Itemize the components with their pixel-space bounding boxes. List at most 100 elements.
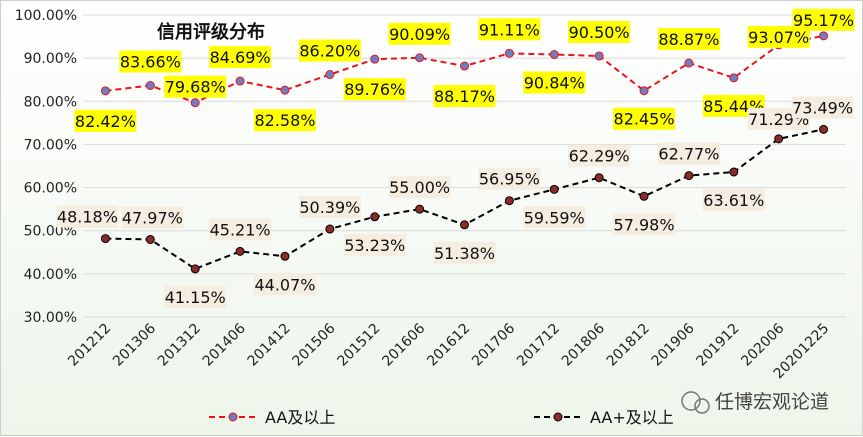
y-tick-label: 40.00% <box>24 267 77 283</box>
y-tick-label: 30.00% <box>24 310 77 326</box>
data-label: 90.84% <box>524 74 585 93</box>
data-label: 59.59% <box>524 208 585 227</box>
data-label: 56.95% <box>479 170 540 189</box>
x-tick-label: 201506 <box>290 320 339 369</box>
data-point <box>594 51 604 61</box>
data-label: 82.45% <box>614 110 675 129</box>
y-tick-label: 70.00% <box>24 137 77 153</box>
data-label-bg <box>478 18 541 41</box>
data-label: 73.49% <box>792 98 853 117</box>
data-point <box>415 53 425 63</box>
x-tick-label: 201706 <box>469 320 518 369</box>
data-label-bg <box>523 206 586 229</box>
data-label: 88.17% <box>434 87 495 106</box>
data-point <box>684 171 694 181</box>
data-label-bg <box>388 176 451 199</box>
data-point <box>774 134 784 144</box>
x-tick-label: 201312 <box>155 321 204 370</box>
wechat-icon-bubble <box>694 398 710 414</box>
y-tick-label: 50.00% <box>24 224 77 240</box>
y-tick-label: 90.00% <box>24 51 77 67</box>
data-label: 84.69% <box>210 48 271 67</box>
data-label-bg <box>792 8 855 31</box>
x-tick-label: 201806 <box>559 320 608 369</box>
data-point <box>639 191 649 201</box>
data-label: 57.98% <box>614 215 675 234</box>
data-label-bg <box>388 22 451 45</box>
chart-title: 信用评级分布 <box>157 21 265 43</box>
data-label: 82.42% <box>75 112 136 131</box>
data-point <box>235 76 245 86</box>
data-point <box>145 80 155 90</box>
data-point <box>504 48 514 58</box>
data-point <box>325 70 335 80</box>
x-tick-label: 201412 <box>245 321 294 370</box>
data-point <box>280 85 290 95</box>
data-point <box>729 73 739 83</box>
x-tick-label: 201906 <box>649 320 698 369</box>
data-label-bg <box>702 188 765 211</box>
data-label: 53.23% <box>344 236 405 255</box>
data-label: 62.77% <box>658 145 719 164</box>
data-label-bg <box>119 50 182 73</box>
x-tick-label: 201512 <box>334 321 383 370</box>
data-point <box>594 173 604 183</box>
y-tick-label: 60.00% <box>24 181 77 197</box>
watermark: 任博宏观论道 <box>681 391 829 414</box>
data-point <box>100 234 110 244</box>
data-label: 83.66% <box>120 52 181 71</box>
y-axis: 30.00% 40.00% 50.00% 60.00% 70.00% 80.00% 90.0… <box>15 8 77 326</box>
data-label-bg <box>298 196 361 219</box>
series-lines <box>100 31 829 274</box>
data-label-bg <box>253 273 316 296</box>
data-point <box>819 124 829 134</box>
data-label: 79.68% <box>165 78 226 97</box>
x-tick-label: 201212 <box>65 321 114 370</box>
data-label: 63.61% <box>703 191 764 210</box>
data-label-bg <box>433 241 496 264</box>
data-point <box>145 234 155 244</box>
data-label: 86.20% <box>299 42 360 61</box>
data-label-bg <box>164 75 227 98</box>
data-label: 93.07% <box>748 28 809 47</box>
x-axis: 2012122013062013122014062014122015062015… <box>65 320 832 382</box>
data-label-bg <box>253 109 316 132</box>
data-label-bg <box>657 28 720 51</box>
x-tick-label: 201406 <box>200 320 249 369</box>
watermark-text: 任博宏观论道 <box>715 391 829 413</box>
data-label: 50.39% <box>299 198 360 217</box>
data-point <box>190 264 200 274</box>
data-label-bg <box>747 25 810 48</box>
data-point <box>549 50 559 60</box>
y-tick-label: 80.00% <box>24 94 77 110</box>
data-point <box>415 204 425 214</box>
data-label-bg <box>298 39 361 62</box>
data-label-bg <box>164 285 227 308</box>
data-point <box>729 167 739 177</box>
data-label: 90.09% <box>389 25 450 44</box>
legend-label: AA+及以上 <box>590 408 674 427</box>
data-label-bg <box>209 46 272 69</box>
data-point <box>280 251 290 261</box>
data-label: 45.21% <box>210 220 271 239</box>
data-label: 62.29% <box>569 147 630 166</box>
data-label-bg <box>121 206 184 229</box>
data-label: 91.11% <box>479 20 540 39</box>
legend-label: AA及以上 <box>265 408 335 427</box>
data-label-bg <box>56 205 119 228</box>
x-tick-label: 201306 <box>110 320 159 369</box>
legend-marker <box>553 412 563 422</box>
data-label-bg <box>523 71 586 94</box>
data-label: 44.07% <box>254 275 315 294</box>
data-point <box>460 220 469 230</box>
data-point <box>460 61 469 71</box>
data-label: 82.58% <box>254 111 315 130</box>
data-point <box>819 31 829 41</box>
data-label-bg <box>568 144 631 167</box>
data-point <box>549 184 559 194</box>
x-tick-label: 201612 <box>424 321 473 370</box>
data-label-bg <box>433 85 496 108</box>
legend-marker <box>228 412 238 422</box>
